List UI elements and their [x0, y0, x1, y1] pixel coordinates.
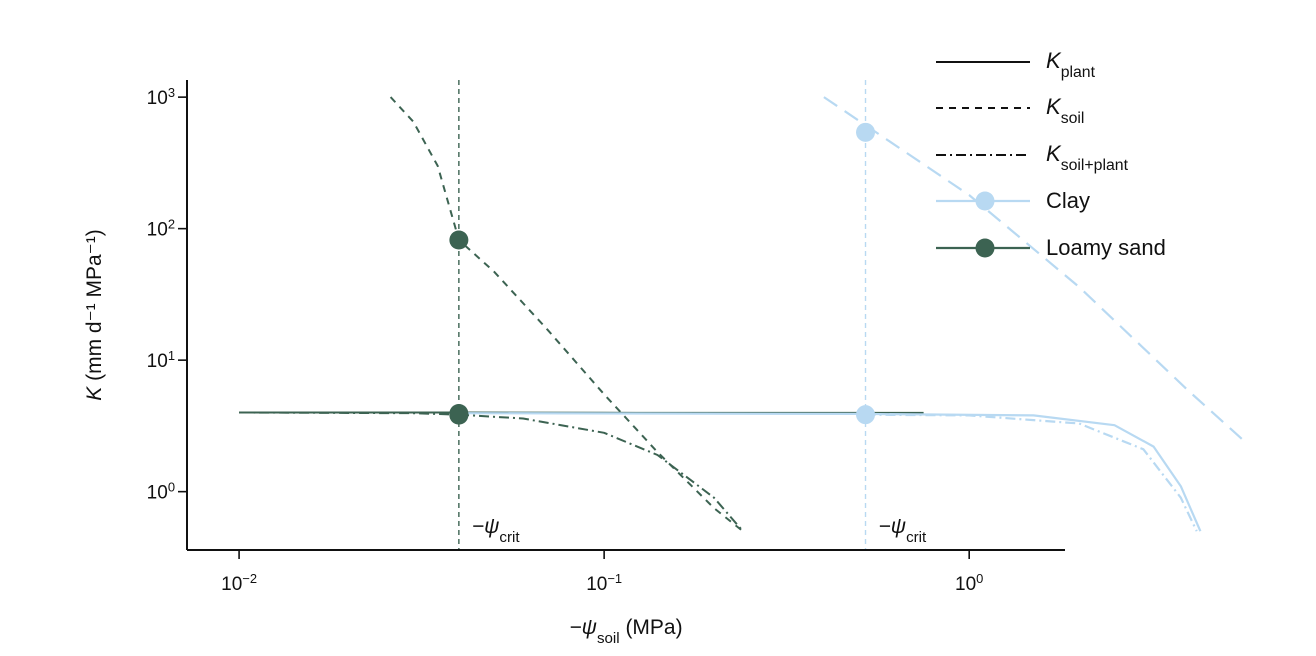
data-point-loamy_sand	[449, 405, 469, 425]
data-point-loamy_sand	[449, 230, 469, 250]
y-tick-label: 101	[147, 348, 175, 373]
legend-label-clay: Clay	[1046, 188, 1090, 213]
y-tick-label: 102	[147, 216, 175, 241]
legend-label-dashed: Ksoil	[1046, 94, 1084, 127]
y-tick-label: 103	[147, 85, 175, 110]
series-line-4	[823, 96, 1244, 441]
legend-marker-clay	[975, 191, 995, 211]
series-line-5	[865, 413, 1198, 532]
y-tick-label: 100	[147, 479, 175, 504]
x-tick-label: 100	[955, 571, 983, 596]
x-tick-label: 10−1	[586, 571, 622, 596]
legend-label-solid: Kplant	[1046, 48, 1096, 81]
series-line-3	[458, 412, 1202, 532]
psi-crit-label-loamy_sand: −ψcrit	[472, 515, 520, 546]
x-tick-label: 10−2	[221, 571, 257, 596]
data-points	[449, 122, 876, 425]
axis-labels: −ψsoil (MPa) K (mm d⁻¹ MPa⁻¹)	[83, 229, 683, 646]
legend-marker-loamy_sand	[975, 238, 995, 258]
y-axis-title: K (mm d⁻¹ MPa⁻¹)	[83, 229, 106, 401]
legend-label-loamy_sand: Loamy sand	[1046, 235, 1166, 260]
series-line-1	[389, 96, 744, 532]
axes: 10−2 10−1 100 100 101 102 103	[147, 80, 1065, 595]
legend-label-dashdot: Ksoil+plant	[1046, 141, 1129, 174]
legend: Kplant Ksoil Ksoil+plant Clay Loamy sand	[936, 48, 1166, 260]
series-line-2	[239, 411, 744, 532]
x-axis-title: −ψsoil (MPa)	[569, 616, 682, 647]
data-point-clay	[856, 405, 876, 425]
psi-crit-label-clay: −ψcrit	[879, 515, 927, 546]
data-point-clay	[856, 122, 876, 142]
critical-lines: −ψcrit −ψcrit	[458, 80, 927, 550]
